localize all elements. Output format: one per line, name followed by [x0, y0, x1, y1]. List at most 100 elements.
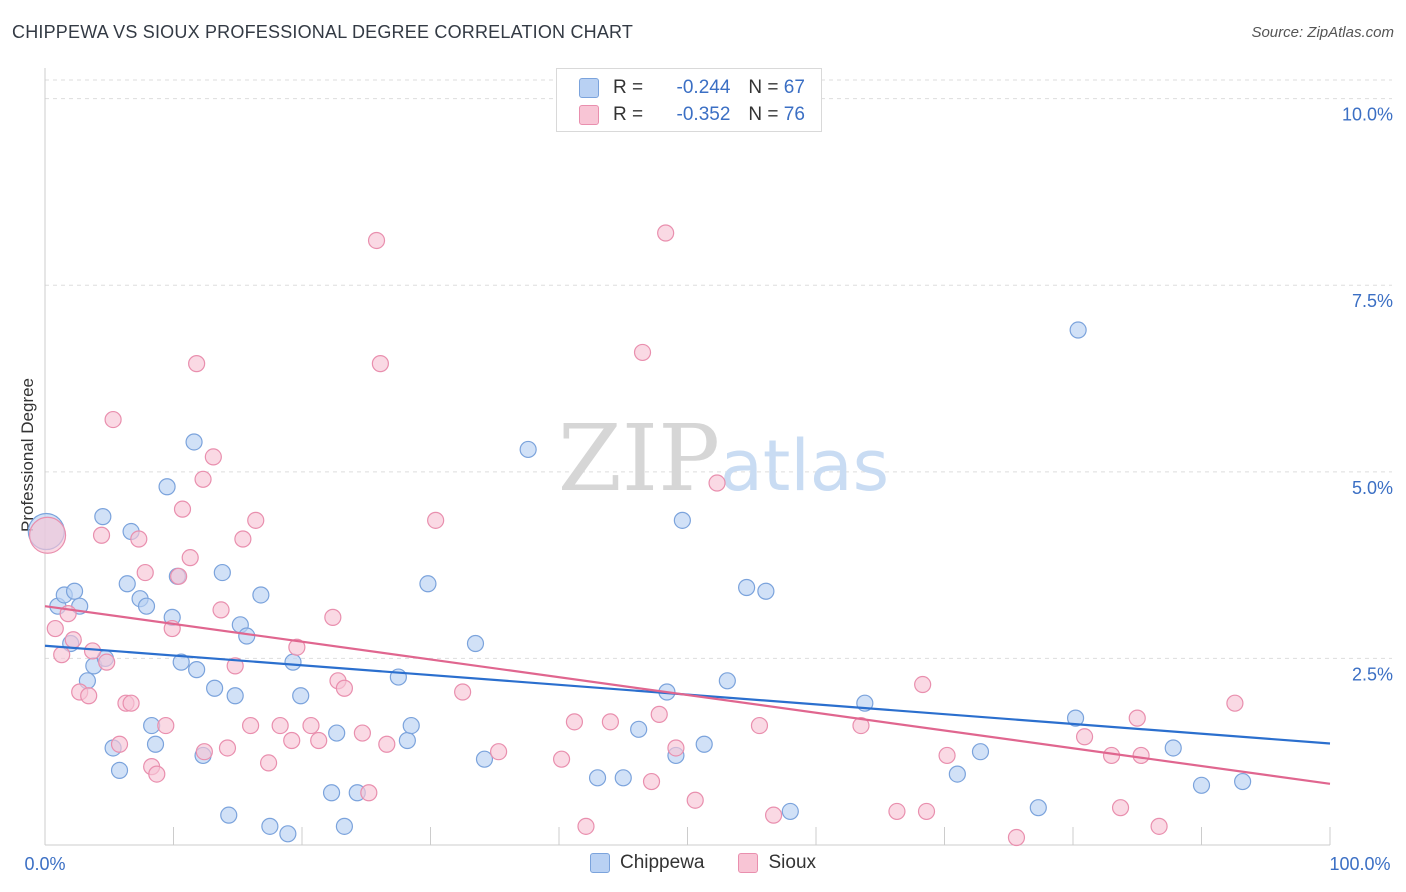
- x-tick-label: 0.0%: [24, 854, 65, 874]
- sioux-point: [181, 549, 199, 567]
- sioux-point: [335, 679, 354, 697]
- sioux-point: [83, 642, 102, 660]
- chippewa-r-value: -0.244: [676, 77, 731, 98]
- chippewa-point: [398, 731, 416, 750]
- sioux-point: [360, 784, 378, 802]
- sioux-point: [367, 231, 386, 250]
- chippewa-point: [673, 511, 691, 529]
- chippewa-point: [475, 750, 494, 768]
- sioux-swatch: [579, 105, 599, 125]
- legend-item-chippewa[interactable]: Chippewa: [589, 852, 705, 874]
- stats-row-chippewa: R = -0.244 N = 67: [579, 77, 805, 99]
- sioux-n-value: 76: [783, 104, 805, 125]
- sioux-point: [657, 224, 675, 242]
- sioux-point: [852, 716, 870, 735]
- sioux-point: [122, 694, 140, 712]
- trend-lines: [44, 605, 1331, 785]
- chippewa-point: [630, 720, 648, 738]
- sioux-point: [130, 530, 148, 548]
- chippewa-point: [466, 634, 485, 653]
- sioux-point: [490, 743, 508, 761]
- stats-legend: R = -0.244 N = 67 R = -0.352 N = 76: [556, 68, 822, 132]
- chippewa-point: [137, 597, 156, 615]
- sioux-point: [371, 355, 389, 373]
- sioux-point: [64, 631, 82, 649]
- sioux-point: [552, 750, 571, 768]
- chippewa-point: [971, 743, 990, 761]
- r-label: R =: [613, 77, 644, 98]
- chippewa-point: [226, 687, 244, 705]
- chippewa-point: [948, 765, 966, 783]
- chippewa-point: [322, 784, 341, 802]
- sioux-point: [46, 619, 64, 638]
- sioux-point: [288, 638, 306, 656]
- series-legend: Chippewa Sioux: [0, 852, 1406, 874]
- sioux-point: [170, 567, 188, 585]
- sioux-point: [259, 754, 278, 772]
- sioux-point: [1128, 709, 1146, 727]
- sioux-point: [1111, 799, 1130, 817]
- sioux-point: [764, 806, 783, 824]
- sioux-point: [378, 735, 396, 753]
- chippewa-point: [213, 563, 231, 582]
- sioux-r-value: -0.352: [676, 104, 731, 125]
- sioux-point: [1226, 694, 1244, 712]
- sioux-point: [212, 601, 230, 619]
- sioux-point: [98, 653, 116, 671]
- chippewa-point: [94, 508, 112, 526]
- chippewa-point: [1069, 321, 1087, 339]
- sioux-point: [242, 716, 260, 735]
- x-tick-label: 100.0%: [1329, 854, 1390, 874]
- y-tick-label: 10.0%: [1342, 105, 1393, 125]
- chippewa-point: [284, 653, 302, 671]
- chippewa-point: [738, 578, 756, 597]
- chippewa-n-value: 67: [783, 77, 805, 98]
- sioux-point: [427, 511, 445, 529]
- y-tick-label: 7.5%: [1352, 291, 1393, 311]
- stats-row-sioux: R = -0.352 N = 76: [579, 104, 805, 126]
- chippewa-legend-swatch: [589, 853, 610, 873]
- sioux-point: [324, 608, 342, 626]
- sioux-point: [938, 746, 956, 765]
- sioux-point: [708, 474, 726, 492]
- sioux-point: [110, 735, 129, 753]
- legend-label-sioux: Sioux: [768, 852, 817, 873]
- chippewa-point: [588, 769, 607, 787]
- sioux-point: [204, 448, 222, 466]
- chart-title: CHIPPEWA VS SIOUX PROFESSIONAL DEGREE CO…: [12, 22, 634, 42]
- chippewa-point: [335, 817, 354, 835]
- chippewa-point: [279, 825, 297, 843]
- sioux-point: [310, 731, 328, 750]
- chippewa-point: [402, 716, 420, 735]
- sioux-point: [271, 716, 289, 735]
- sioux-point: [28, 516, 67, 554]
- legend-label-chippewa: Chippewa: [619, 852, 705, 873]
- sioux-point: [686, 791, 704, 809]
- chippewa-point: [110, 761, 129, 779]
- sioux-point: [302, 716, 320, 735]
- chippewa-point: [1234, 772, 1252, 791]
- chippewa-point: [781, 802, 799, 821]
- sioux-point: [642, 772, 661, 791]
- chippewa-point: [1192, 776, 1211, 794]
- sioux-point: [53, 646, 71, 664]
- sioux-point: [454, 683, 472, 701]
- chippewa-point: [185, 433, 203, 451]
- sioux-point: [188, 355, 206, 373]
- sioux-point: [157, 716, 175, 735]
- sioux-trend-line: [44, 605, 1331, 785]
- chippewa-point: [206, 679, 224, 697]
- sioux-point: [667, 739, 685, 757]
- sioux-point: [226, 657, 244, 675]
- sioux-legend-swatch: [738, 853, 759, 873]
- sioux-point: [577, 817, 595, 835]
- sioux-point: [195, 743, 213, 761]
- sioux-point: [1075, 728, 1094, 746]
- sioux-point: [136, 563, 154, 582]
- chippewa-point: [328, 724, 346, 742]
- chippewa-point: [419, 575, 437, 593]
- chippewa-point: [718, 672, 736, 690]
- chippewa-point: [158, 478, 176, 496]
- chippewa-point: [1029, 799, 1047, 817]
- legend-item-sioux[interactable]: Sioux: [738, 852, 816, 874]
